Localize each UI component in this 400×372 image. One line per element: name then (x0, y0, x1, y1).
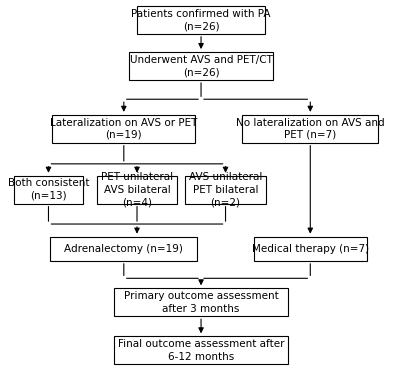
Text: AVS unilateral
PET bilateral
(n=2): AVS unilateral PET bilateral (n=2) (189, 172, 262, 207)
Text: PET unilateral
AVS bilateral
(n=4): PET unilateral AVS bilateral (n=4) (101, 172, 173, 207)
Text: Lateralization on AVS or PET
(n=19): Lateralization on AVS or PET (n=19) (50, 118, 198, 140)
FancyBboxPatch shape (114, 336, 288, 364)
Text: No lateralization on AVS and
PET (n=7): No lateralization on AVS and PET (n=7) (236, 118, 385, 140)
FancyBboxPatch shape (114, 288, 288, 316)
FancyBboxPatch shape (52, 115, 195, 142)
FancyBboxPatch shape (96, 176, 178, 203)
FancyBboxPatch shape (50, 237, 197, 261)
Text: Medical therapy (n=7): Medical therapy (n=7) (252, 244, 369, 254)
FancyBboxPatch shape (130, 52, 273, 80)
FancyBboxPatch shape (242, 115, 378, 142)
Text: Underwent AVS and PET/CT
(n=26): Underwent AVS and PET/CT (n=26) (130, 55, 272, 77)
Text: Primary outcome assessment
after 3 months: Primary outcome assessment after 3 month… (124, 291, 278, 314)
Text: Both consistent
(n=13): Both consistent (n=13) (8, 179, 89, 201)
FancyBboxPatch shape (254, 237, 367, 261)
FancyBboxPatch shape (185, 176, 266, 203)
Text: Adrenalectomy (n=19): Adrenalectomy (n=19) (64, 244, 183, 254)
Text: Final outcome assessment after
6-12 months: Final outcome assessment after 6-12 mont… (118, 339, 284, 362)
FancyBboxPatch shape (137, 6, 265, 34)
Text: Patients confirmed with PA
(n=26): Patients confirmed with PA (n=26) (131, 9, 271, 31)
FancyBboxPatch shape (14, 176, 83, 203)
